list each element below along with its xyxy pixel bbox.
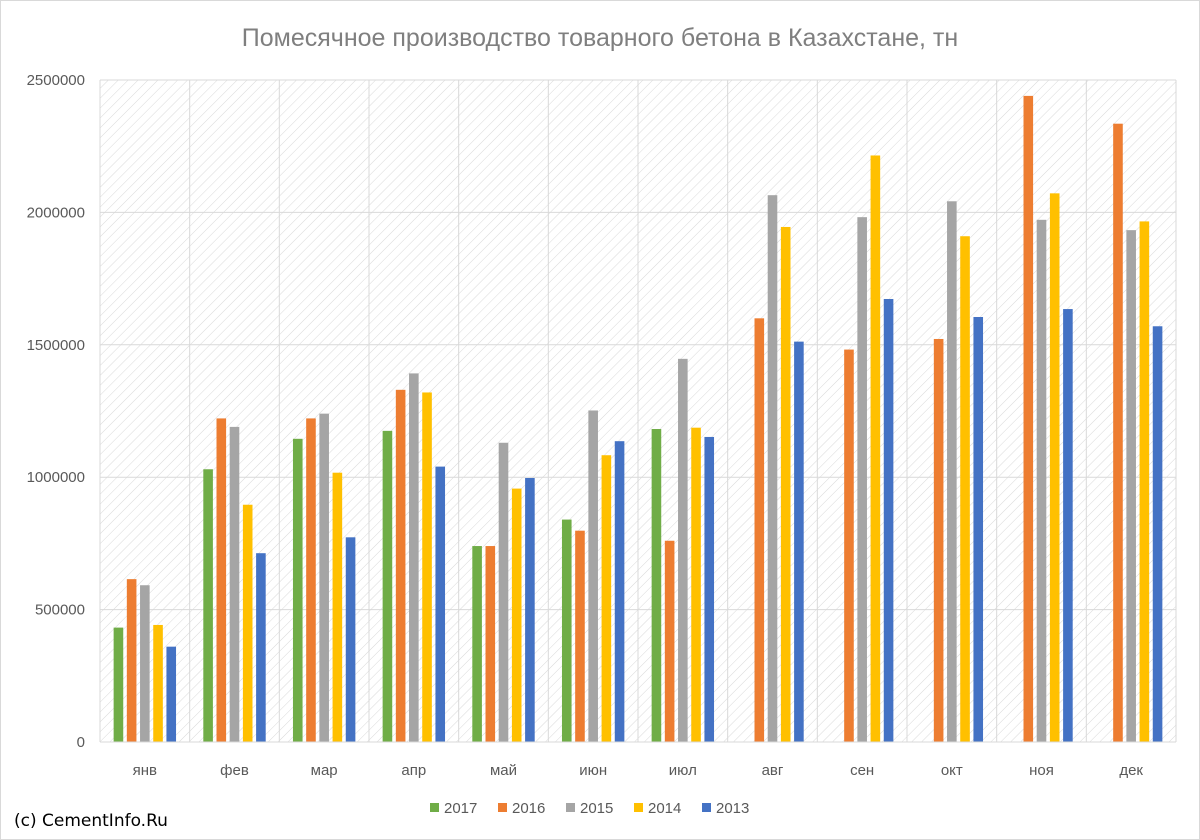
bar-2017-мар bbox=[292, 438, 303, 742]
bar-2015-май bbox=[498, 442, 509, 742]
bar-2017-июл bbox=[651, 429, 662, 742]
bar-2014-окт bbox=[960, 236, 970, 742]
legend: 2017 2016 2015 2014 2013 bbox=[430, 800, 749, 817]
bar-2016-окт bbox=[933, 338, 944, 742]
y-tick-label: 1500000 bbox=[27, 337, 85, 354]
x-tick-label: апр bbox=[401, 762, 426, 779]
legend-label-2016: 2016 bbox=[512, 800, 545, 817]
y-axis: 0 500000 1000000 1500000 2000000 2500000 bbox=[27, 72, 85, 751]
bar-2015-окт bbox=[947, 201, 957, 743]
bar-2016-мар bbox=[306, 418, 316, 742]
bar-2015-апр bbox=[409, 373, 419, 742]
bar-2014-ноя bbox=[1049, 193, 1060, 742]
x-tick-label: дек bbox=[1119, 762, 1143, 779]
x-tick-label: ноя bbox=[1029, 762, 1054, 779]
bar-2016-июл bbox=[664, 540, 675, 742]
legend-label-2017: 2017 bbox=[444, 800, 477, 817]
bar-2016-фев bbox=[216, 418, 227, 742]
x-tick-label: авг bbox=[762, 762, 784, 779]
x-tick-label: май bbox=[490, 762, 517, 779]
y-tick-label: 2500000 bbox=[27, 72, 85, 89]
bar-2014-июл bbox=[691, 427, 701, 742]
bar-2013-окт bbox=[973, 316, 984, 742]
x-axis: янв фев мар апр май июн июл авг сен окт ноя дек bbox=[100, 741, 1176, 779]
bar-2015-ноя bbox=[1036, 219, 1047, 743]
bar-2015-сен bbox=[857, 217, 867, 743]
bar-2014-мар bbox=[332, 472, 343, 742]
x-tick-label: мар bbox=[311, 762, 338, 779]
x-tick-label: июл bbox=[669, 762, 697, 779]
bar-2014-дек bbox=[1139, 221, 1150, 742]
bar-2015-мар bbox=[319, 413, 329, 742]
x-tick-label: окт bbox=[941, 762, 963, 779]
legend-swatch-2016 bbox=[498, 803, 507, 812]
bar-2015-июл bbox=[678, 358, 688, 742]
bar-2015-янв bbox=[140, 585, 150, 742]
bar-2015-авг bbox=[767, 195, 778, 743]
bar-2016-ноя bbox=[1023, 95, 1034, 742]
bar-2014-май bbox=[511, 488, 522, 742]
y-tick-label: 1000000 bbox=[27, 469, 85, 486]
bar-2014-апр bbox=[422, 392, 432, 742]
bar-2015-фев bbox=[229, 426, 240, 742]
bar-2013-фев bbox=[256, 553, 266, 742]
bar-2016-сен bbox=[844, 349, 854, 742]
bar-2014-фев bbox=[242, 504, 253, 742]
x-tick-label: янв bbox=[133, 762, 157, 779]
chart-title: Помесячное производство товарного бетона… bbox=[242, 24, 958, 52]
bar-2016-апр bbox=[395, 389, 406, 742]
bar-2016-май bbox=[485, 546, 496, 742]
x-tick-label: сен bbox=[850, 762, 874, 779]
bar-2013-июл bbox=[704, 436, 715, 742]
copyright-text: (c) CementInfo.Ru bbox=[14, 811, 168, 831]
bar-2016-июн bbox=[575, 530, 585, 742]
legend-label-2013: 2013 bbox=[716, 800, 749, 817]
bar-2017-июн bbox=[561, 519, 572, 742]
bars bbox=[113, 95, 1163, 743]
legend-swatch-2015 bbox=[566, 803, 575, 812]
bar-2014-июн bbox=[601, 455, 612, 742]
bar-2016-дек bbox=[1113, 123, 1123, 742]
y-tick-label: 2000000 bbox=[27, 204, 85, 221]
grid-lines bbox=[99, 79, 1177, 743]
bar-2013-июн bbox=[614, 441, 625, 742]
bar-2013-мар bbox=[345, 537, 356, 742]
bar-2017-янв bbox=[113, 627, 124, 742]
bar-2015-дек bbox=[1126, 230, 1136, 742]
legend-swatch-2014 bbox=[634, 803, 643, 812]
bar-2013-авг bbox=[794, 341, 804, 742]
legend-label-2014: 2014 bbox=[648, 800, 681, 817]
bar-2013-янв bbox=[166, 646, 177, 742]
bar-2013-май bbox=[525, 477, 535, 742]
legend-swatch-2017 bbox=[430, 803, 439, 812]
x-tick-label: июн bbox=[579, 762, 607, 779]
bar-2013-апр bbox=[435, 466, 446, 742]
bar-2014-янв bbox=[153, 624, 163, 742]
bar-2014-авг bbox=[780, 226, 791, 743]
bar-2013-ноя bbox=[1063, 309, 1073, 742]
legend-swatch-2013 bbox=[702, 803, 711, 812]
bar-2013-дек bbox=[1152, 326, 1163, 742]
bar-2014-сен bbox=[870, 155, 881, 742]
bar-2016-авг bbox=[754, 318, 765, 742]
x-tick-label: фев bbox=[220, 762, 249, 779]
legend-label-2015: 2015 bbox=[580, 800, 613, 817]
bar-2013-сен bbox=[883, 298, 894, 742]
bar-2015-июн bbox=[588, 410, 598, 742]
y-tick-label: 500000 bbox=[35, 602, 85, 619]
bar-2016-янв bbox=[126, 579, 137, 742]
bar-2017-май bbox=[472, 546, 482, 742]
bar-2017-фев bbox=[203, 469, 213, 742]
y-tick-label: 0 bbox=[77, 734, 85, 751]
bar-2017-апр bbox=[382, 430, 393, 742]
